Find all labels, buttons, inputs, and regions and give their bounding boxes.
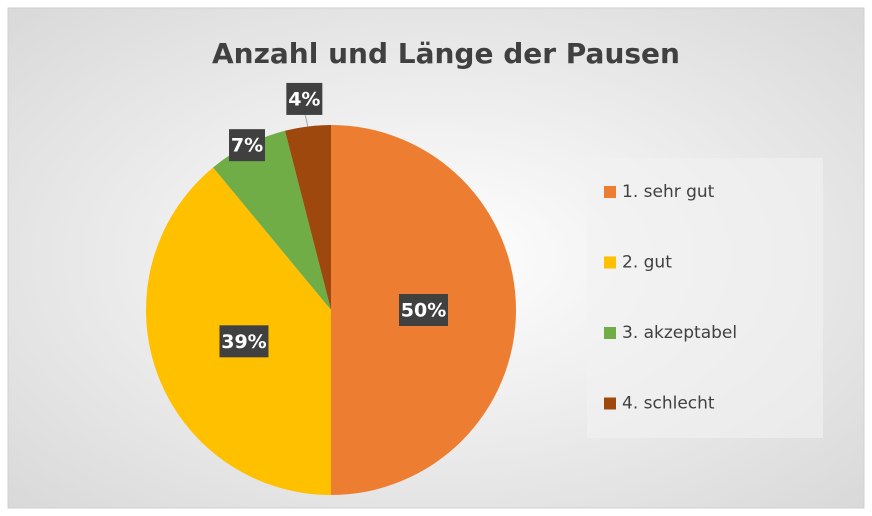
chart-title: Anzahl und Länge der Pausen bbox=[212, 37, 680, 70]
data-label-box bbox=[229, 129, 266, 162]
legend-label: 3. akzeptabel bbox=[622, 323, 737, 343]
data-label-box bbox=[286, 82, 323, 115]
legend-label: 1. sehr gut bbox=[622, 182, 715, 202]
legend-swatch bbox=[604, 397, 616, 410]
data-label: 7% bbox=[231, 135, 263, 157]
data-label: 4% bbox=[288, 88, 320, 110]
data-label: 39% bbox=[221, 331, 266, 353]
data-label: 50% bbox=[401, 300, 446, 322]
legend-swatch bbox=[604, 256, 616, 269]
legend-label: 2. gut bbox=[622, 253, 672, 273]
legend-swatch bbox=[604, 327, 616, 339]
pie-slice bbox=[213, 130, 331, 310]
data-label-box bbox=[399, 294, 448, 326]
legend-box bbox=[587, 158, 823, 438]
legend-swatch bbox=[604, 186, 616, 198]
legend-label: 4. schlecht bbox=[622, 394, 715, 414]
data-label-box bbox=[219, 325, 269, 358]
pie-slice bbox=[284, 125, 331, 310]
